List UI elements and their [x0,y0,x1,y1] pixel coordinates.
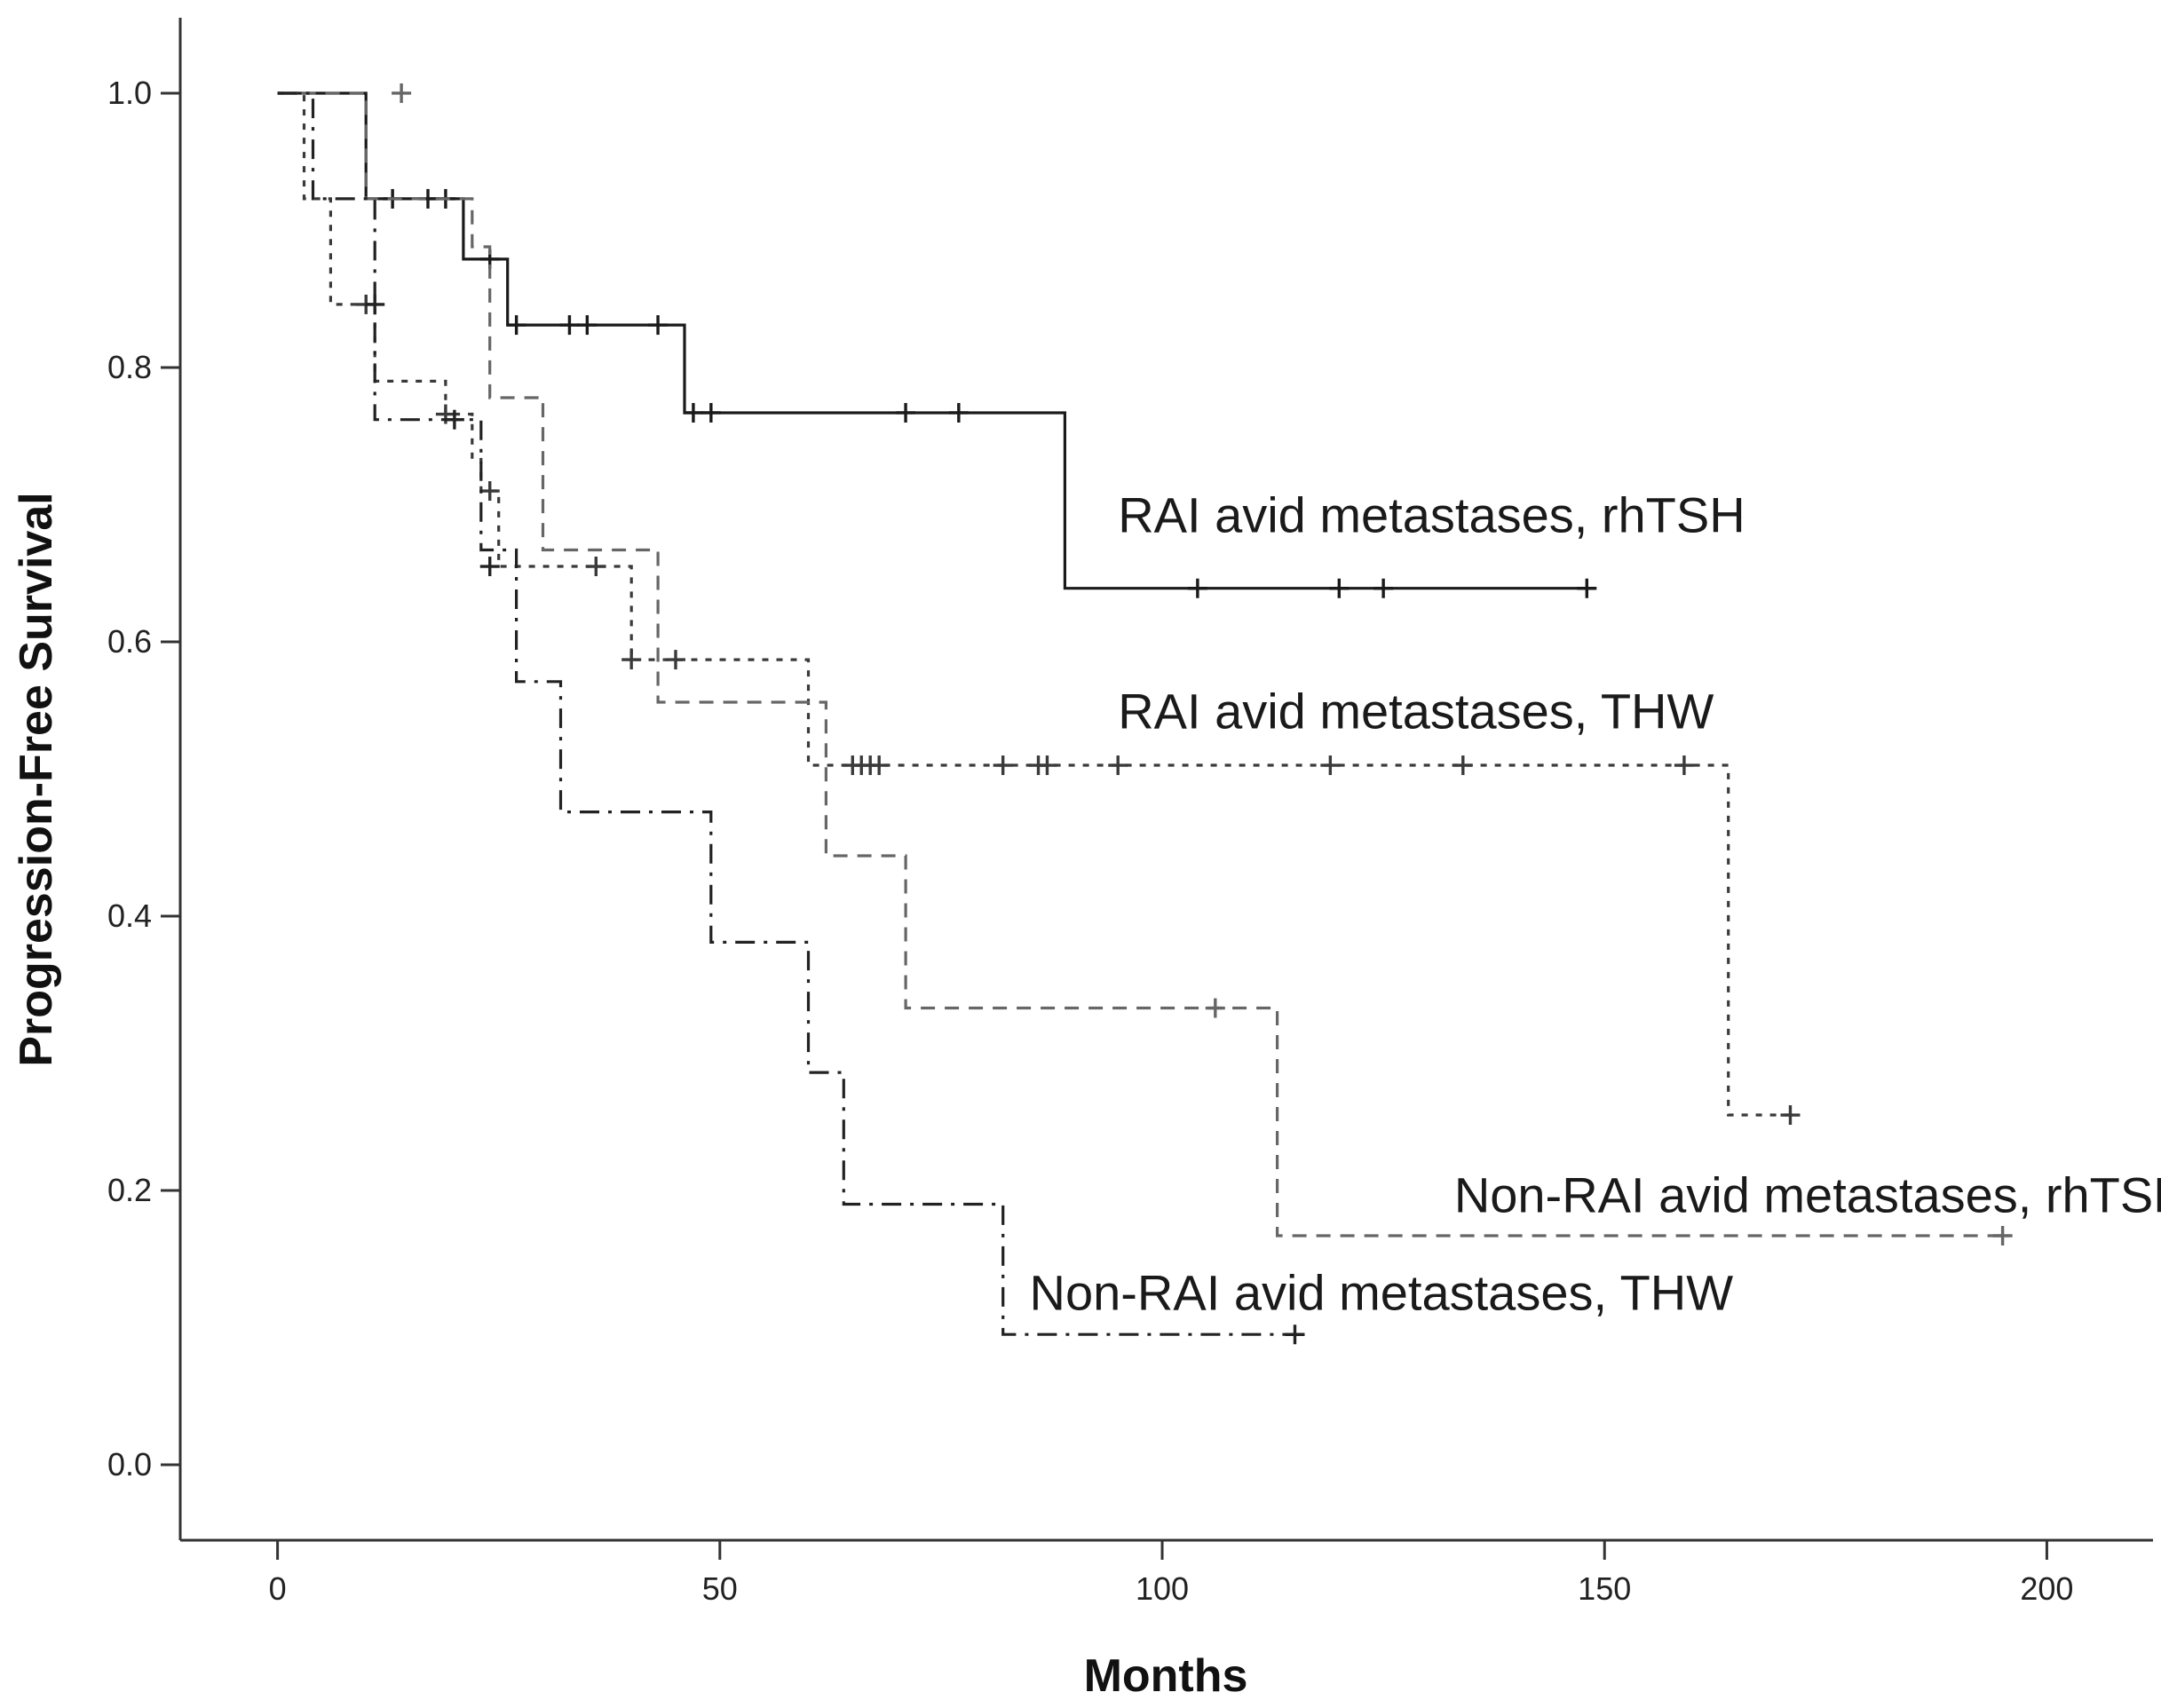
censor-mark [1108,755,1128,776]
y-tick-label: 1.0 [107,75,152,111]
y-tick-label: 0.8 [107,349,152,385]
x-tick-label: 50 [702,1570,738,1607]
x-tick-label: 150 [1578,1570,1631,1607]
censor-mark [1187,578,1207,598]
censor-mark [444,409,464,430]
series-label: RAI avid metastases, THW [1118,683,1714,739]
censor-mark [479,481,500,502]
censor-mark [392,83,412,103]
censor-mark [1329,578,1350,598]
censor-mark [1992,1226,2013,1245]
censor-mark [648,315,669,336]
y-tick-label: 0.4 [107,897,152,934]
x-ticks: 0 50 100 150 200 [269,1540,2073,1607]
censor-mark [1780,1105,1801,1126]
censor-mark [577,315,598,336]
y-tick-label: 0.2 [107,1172,152,1208]
series-label: Non-RAI avid metastases, THW [1030,1264,1734,1320]
censor-mark [506,315,526,336]
censor-mark [479,557,500,577]
series-labels: RAI avid metastases, rhTSH RAI avid metas… [1030,486,2161,1320]
censor-mark [621,650,642,670]
survival-curve [277,91,1791,1117]
series-label: Non-RAI avid metastases, rhTSH [1454,1167,2161,1223]
censor-mark [683,402,703,423]
y-tick-label: 0.0 [107,1446,152,1483]
x-axis-title: Months [1084,1650,1248,1702]
censor-mark [365,294,385,314]
censor-mark [701,402,721,423]
censor-mark [1373,578,1394,598]
censor-mark [948,402,969,423]
censor-mark [896,402,916,423]
x-tick-label: 200 [2020,1570,2073,1607]
censor-mark [1577,578,1597,598]
survival-curve [277,91,2003,1238]
censor-mark [586,557,606,577]
censor-mark [1674,755,1694,776]
censor-mark [665,650,685,670]
x-tick-label: 100 [1136,1570,1189,1607]
censor-mark [559,315,580,336]
series-2 [277,91,1801,1126]
censor-mark [1320,755,1341,776]
plot-area [277,83,2013,1345]
censor-mark [1037,755,1057,776]
y-tick-label: 0.6 [107,623,152,660]
series-4 [277,91,1305,1345]
series-label: RAI avid metastases, rhTSH [1118,486,1745,542]
censor-mark [1285,1324,1305,1345]
censor-mark [993,755,1013,776]
censor-mark [1453,755,1473,776]
censor-mark [1205,998,1225,1018]
y-ticks: 0.0 0.2 0.4 0.6 0.8 1.0 [107,75,180,1483]
y-axis-title: Progression-Free Survival [11,492,62,1066]
x-tick-label: 0 [269,1570,287,1607]
censor-mark [869,755,890,776]
series-3 [277,83,2013,1245]
axes: 0 50 100 150 200 0.0 0.2 0.4 0.6 0.8 1.0 [107,18,2153,1607]
